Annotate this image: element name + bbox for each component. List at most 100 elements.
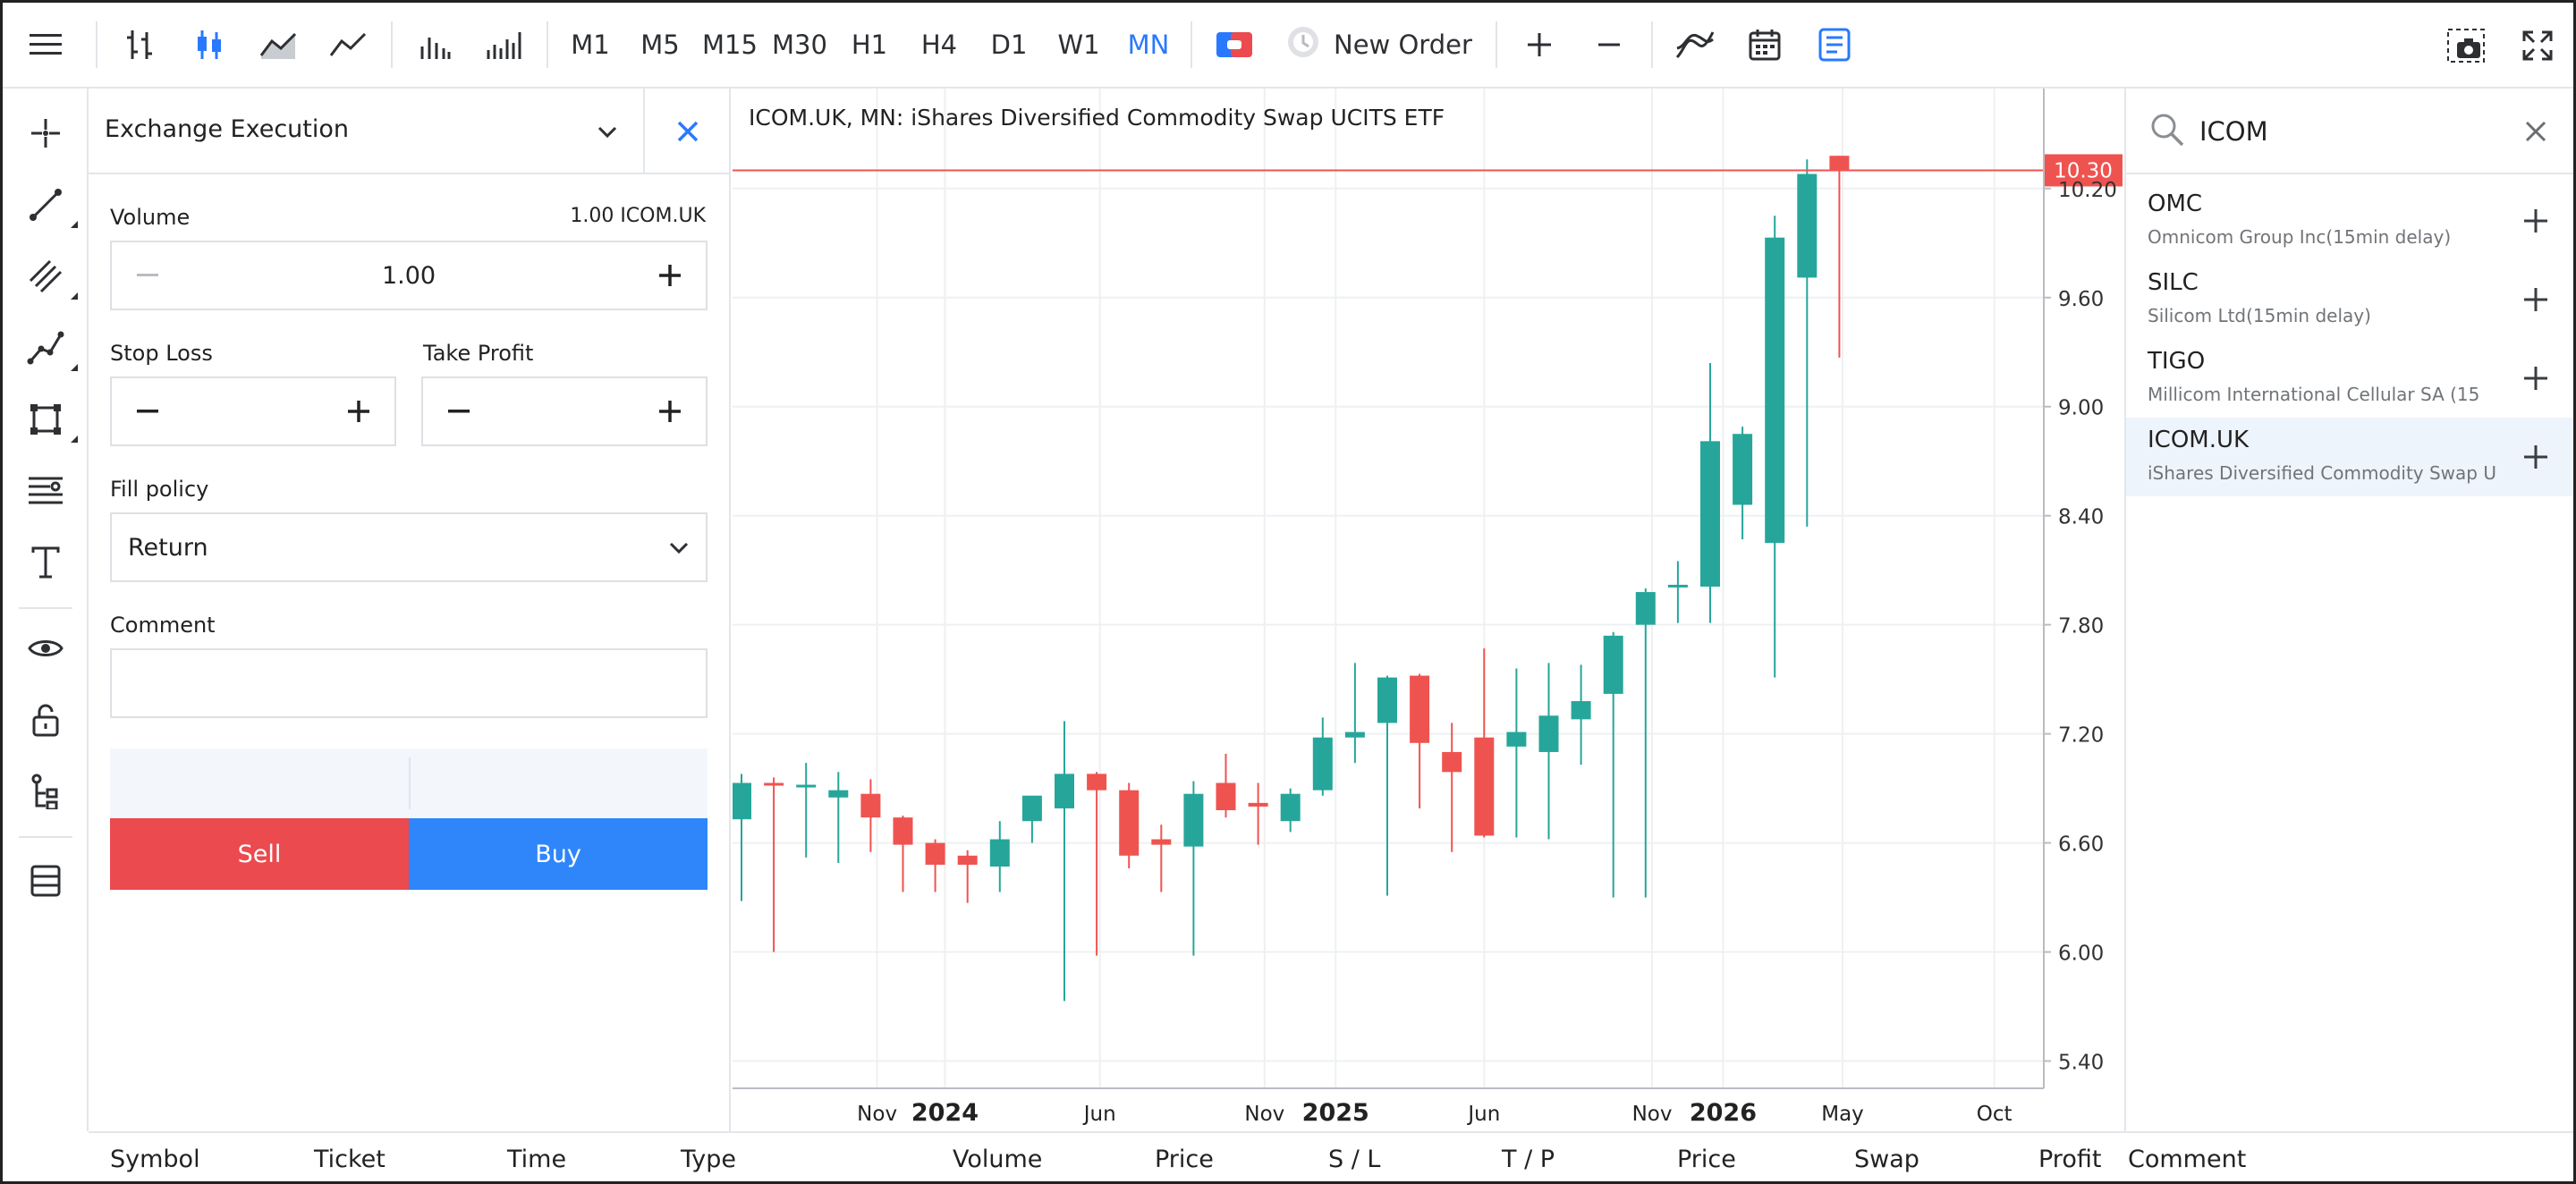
sell-button[interactable]: Sell — [110, 818, 409, 890]
buy-button[interactable]: Buy — [409, 818, 708, 890]
line-chart-icon[interactable] — [314, 3, 384, 88]
column-volume[interactable]: Volume — [953, 1146, 1043, 1173]
chevron-down-icon[interactable] — [589, 114, 625, 149]
take-profit-decrease-button[interactable] — [423, 378, 495, 444]
stop-loss-decrease-button[interactable] — [112, 378, 183, 444]
volume-decrease-button[interactable] — [112, 242, 183, 309]
y-tick-label: 6.00 — [2058, 943, 2104, 966]
calendar-icon[interactable] — [1730, 3, 1800, 88]
timeframe-h1[interactable]: H1 — [851, 30, 888, 60]
timeframe-m5[interactable]: M5 — [640, 30, 680, 60]
toolbar-divider — [1495, 21, 1497, 68]
column-profit[interactable]: Profit — [2038, 1146, 2102, 1173]
timeframe-m15[interactable]: M15 — [702, 30, 758, 60]
trade-panel-icon[interactable] — [1800, 3, 1869, 88]
symbol-search-input[interactable] — [2199, 106, 2486, 156]
shapes-icon[interactable] — [3, 384, 89, 455]
volume-bars-icon[interactable] — [470, 3, 539, 88]
timeframe-h4[interactable]: H4 — [920, 30, 958, 60]
symbol-result[interactable]: SILC Silicom Ltd(15min delay) — [2126, 260, 2573, 339]
candle-body — [989, 839, 1010, 867]
take-profit-input[interactable] — [495, 378, 634, 444]
object-tree-icon[interactable] — [3, 756, 89, 827]
add-symbol-icon[interactable] — [2516, 437, 2555, 477]
new-order-label: New Order — [1334, 30, 1472, 60]
zoom-in-icon[interactable] — [1504, 3, 1574, 88]
layers-icon[interactable] — [3, 845, 89, 917]
execution-type-select[interactable]: Exchange Execution — [105, 115, 350, 143]
column-type[interactable]: Type — [681, 1146, 737, 1173]
column-take-profit[interactable]: T / P — [1502, 1146, 1555, 1173]
volume-input[interactable]: 1.00 — [381, 261, 436, 290]
timeframe-w1[interactable]: W1 — [1057, 30, 1100, 60]
lock-icon[interactable] — [3, 684, 89, 756]
symbol-result[interactable]: OMC Omnicom Group Inc(15min delay) — [2126, 182, 2573, 260]
screenshot-icon[interactable] — [2430, 3, 2502, 89]
add-symbol-icon[interactable] — [2516, 359, 2555, 398]
symbol-description: iShares Diversified Commodity Swap U — [2148, 462, 2496, 484]
trend-line-icon[interactable] — [3, 169, 89, 241]
column-comment[interactable]: Comment — [2128, 1146, 2247, 1173]
column-swap[interactable]: Swap — [1854, 1146, 1919, 1173]
candle-body — [1603, 635, 1623, 694]
indicators-icon[interactable] — [1660, 3, 1730, 88]
x-tick-label: Nov — [1244, 1103, 1284, 1126]
close-icon[interactable] — [656, 110, 720, 153]
column-ticket[interactable]: Ticket — [314, 1146, 386, 1173]
candlestick-icon[interactable] — [174, 3, 244, 88]
stop-loss-input[interactable] — [183, 378, 323, 444]
candle-body — [1216, 782, 1236, 810]
candle-body — [1021, 795, 1042, 822]
close-icon[interactable] — [2516, 112, 2555, 151]
line-area-icon[interactable] — [244, 3, 314, 88]
symbol-result-selected[interactable]: ICOM.UK iShares Diversified Commodity Sw… — [2126, 418, 2573, 496]
symbol-result[interactable]: TIGO Millicom International Cellular SA … — [2126, 339, 2573, 418]
fullscreen-icon[interactable] — [2502, 3, 2573, 89]
timeframe-m1[interactable]: M1 — [571, 30, 610, 60]
volume-ticks-icon[interactable] — [400, 3, 470, 88]
polyline-icon[interactable] — [3, 312, 89, 384]
timeframe-mn[interactable]: MN — [1127, 30, 1170, 60]
add-symbol-icon[interactable] — [2516, 280, 2555, 319]
column-time[interactable]: Time — [507, 1146, 567, 1173]
crosshair-icon[interactable] — [3, 97, 89, 169]
toolbar-divider — [1650, 21, 1653, 68]
stop-loss-increase-button[interactable] — [323, 378, 394, 444]
add-symbol-icon[interactable] — [2516, 201, 2555, 241]
column-price[interactable]: Price — [1155, 1146, 1214, 1173]
fibonacci-icon[interactable] — [3, 455, 89, 527]
new-order-icon — [1285, 24, 1321, 66]
symbol-description: Omnicom Group Inc(15min delay) — [2148, 226, 2452, 248]
text-icon[interactable] — [3, 527, 89, 598]
volume-increase-button[interactable] — [634, 242, 706, 309]
price-chart[interactable]: 10.30 10.20 9.60 9.00 8.40 7.80 7.20 6.60 6.00 5.… — [733, 89, 2124, 1131]
new-order-button[interactable]: New Order — [1269, 3, 1488, 88]
bar-chart-icon[interactable] — [105, 3, 174, 88]
column-current-price[interactable]: Price — [1677, 1146, 1736, 1173]
zoom-out-icon[interactable] — [1574, 3, 1644, 88]
x-tick-label: Jun — [1466, 1103, 1500, 1126]
column-stop-loss[interactable]: S / L — [1328, 1146, 1381, 1173]
fill-policy-select[interactable]: Return — [110, 512, 708, 582]
menu-icon[interactable] — [3, 3, 89, 88]
column-symbol[interactable]: Symbol — [110, 1146, 200, 1173]
tools-divider — [19, 836, 72, 838]
timeframe-d1[interactable]: D1 — [990, 30, 1028, 60]
take-profit-increase-button[interactable] — [634, 378, 706, 444]
symbol-description: Millicom International Cellular SA (15 — [2148, 384, 2480, 405]
channel-icon[interactable] — [3, 241, 89, 312]
one-click-trading-icon[interactable] — [1199, 3, 1269, 88]
trade-table-header: Symbol Ticket Time Type Volume Price S /… — [89, 1131, 2573, 1181]
candle-body — [1765, 237, 1785, 544]
comment-input[interactable] — [110, 648, 708, 718]
symbol-name: ICOM.UK — [2148, 427, 2250, 453]
eye-icon[interactable] — [3, 613, 89, 684]
x-tick-label: May — [1821, 1103, 1864, 1126]
quote-divider — [409, 757, 411, 809]
candle-body — [764, 782, 784, 786]
symbol-search-panel: OMC Omnicom Group Inc(15min delay) SILC … — [2124, 89, 2573, 1131]
order-panel-header: Exchange Execution — [89, 89, 729, 174]
symbol-name: TIGO — [2148, 348, 2206, 375]
timeframe-m30[interactable]: M30 — [772, 30, 827, 60]
